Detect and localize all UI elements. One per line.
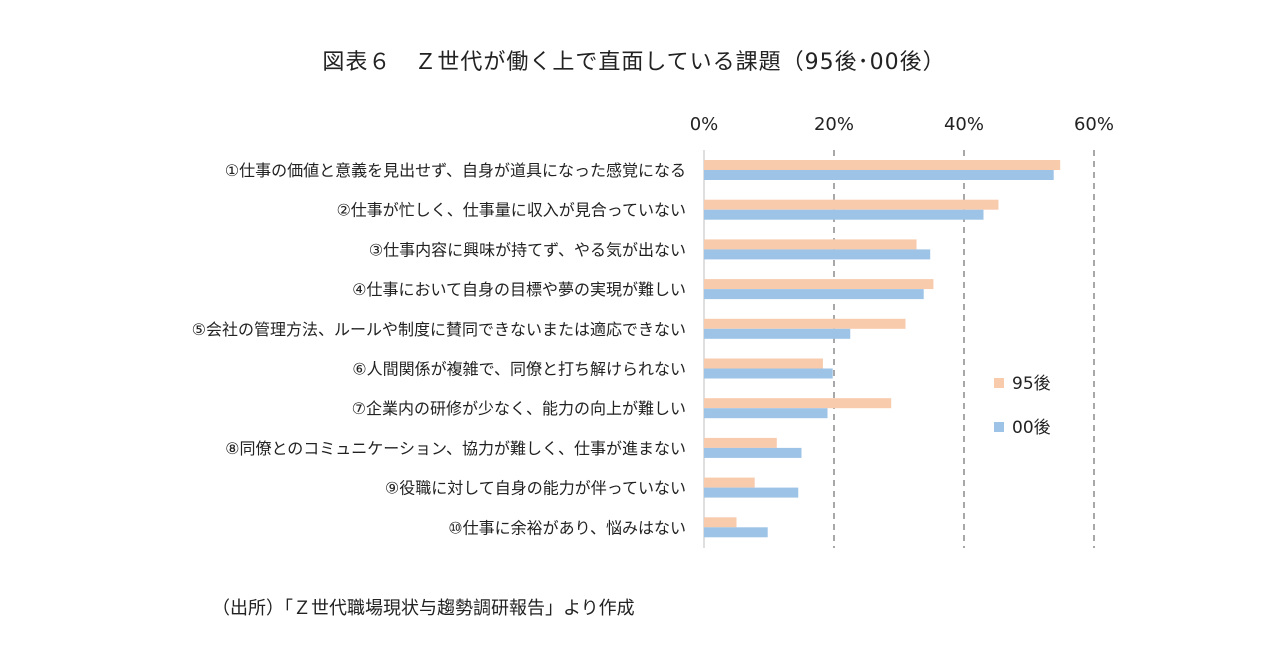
bar-series1 (704, 477, 755, 488)
bars (704, 160, 1061, 538)
bar-series2 (704, 447, 802, 458)
legend: 95後 00後 (994, 374, 1051, 438)
legend-label: 00後 (1012, 418, 1051, 438)
category-label: ①仕事の価値と意義を見出せず、自身が道具になった感覚になる (225, 161, 686, 180)
bar-series2 (704, 249, 931, 260)
bar-series2 (704, 527, 768, 538)
bar-series2 (704, 328, 851, 339)
bar-series1 (704, 239, 917, 250)
legend-swatch (994, 422, 1004, 432)
bar-series2 (704, 209, 984, 220)
x-tick-label: 60% (1074, 114, 1114, 135)
x-axis-ticks: 0% 20% 40% 60% (690, 114, 1114, 135)
category-label: ⑩仕事に余裕があり、悩みはない (448, 518, 686, 537)
legend-label: 95後 (1012, 374, 1051, 394)
category-label: ⑧同僚とのコミュニケーション、協力が難しく、仕事が進まない (225, 439, 686, 458)
bar-series1 (704, 517, 737, 528)
category-label: ⑦企業内の研修が少なく、能力の向上が難しい (352, 399, 686, 418)
bar-series2 (704, 408, 828, 419)
category-label: ⑥人間関係が複雑で、同僚と打ち解けられない (352, 360, 686, 379)
category-label: ⑨役職に対して自身の能力が伴っていない (385, 479, 686, 498)
bar-series1 (704, 398, 892, 409)
x-tick-label: 0% (690, 114, 719, 135)
category-label: ③仕事内容に興味が持てず、やる気が出ない (369, 240, 686, 259)
chart-title: 図表６ Ｚ世代が働く上で直面している課題（95後･00後） (322, 50, 946, 75)
category-labels: ①仕事の価値と意義を見出せず、自身が道具になった感覚になる ②仕事が忙しく、仕事量… (192, 161, 686, 537)
bar-series2 (704, 289, 924, 300)
bar-series1 (704, 279, 934, 290)
category-label: ⑤会社の管理方法、ルールや制度に賛同できないまたは適応できない (192, 320, 686, 339)
bar-series1 (704, 437, 777, 448)
category-label: ②仕事が忙しく、仕事量に収入が見合っていない (336, 201, 686, 220)
bar-series1 (704, 160, 1061, 170)
bar-series2 (704, 487, 799, 498)
bar-series1 (704, 318, 906, 329)
bar-series2 (704, 368, 833, 379)
bar-series2 (704, 170, 1054, 180)
bar-series1 (704, 358, 823, 369)
x-tick-label: 20% (814, 114, 854, 135)
bar-series1 (704, 199, 999, 210)
source-note: （出所）「Ｚ世代職場現状与趨勢調研報告」より作成 (212, 598, 635, 619)
x-tick-label: 40% (944, 114, 984, 135)
legend-swatch (994, 378, 1004, 388)
category-label: ④仕事において自身の目標や夢の実現が難しい (352, 280, 686, 299)
